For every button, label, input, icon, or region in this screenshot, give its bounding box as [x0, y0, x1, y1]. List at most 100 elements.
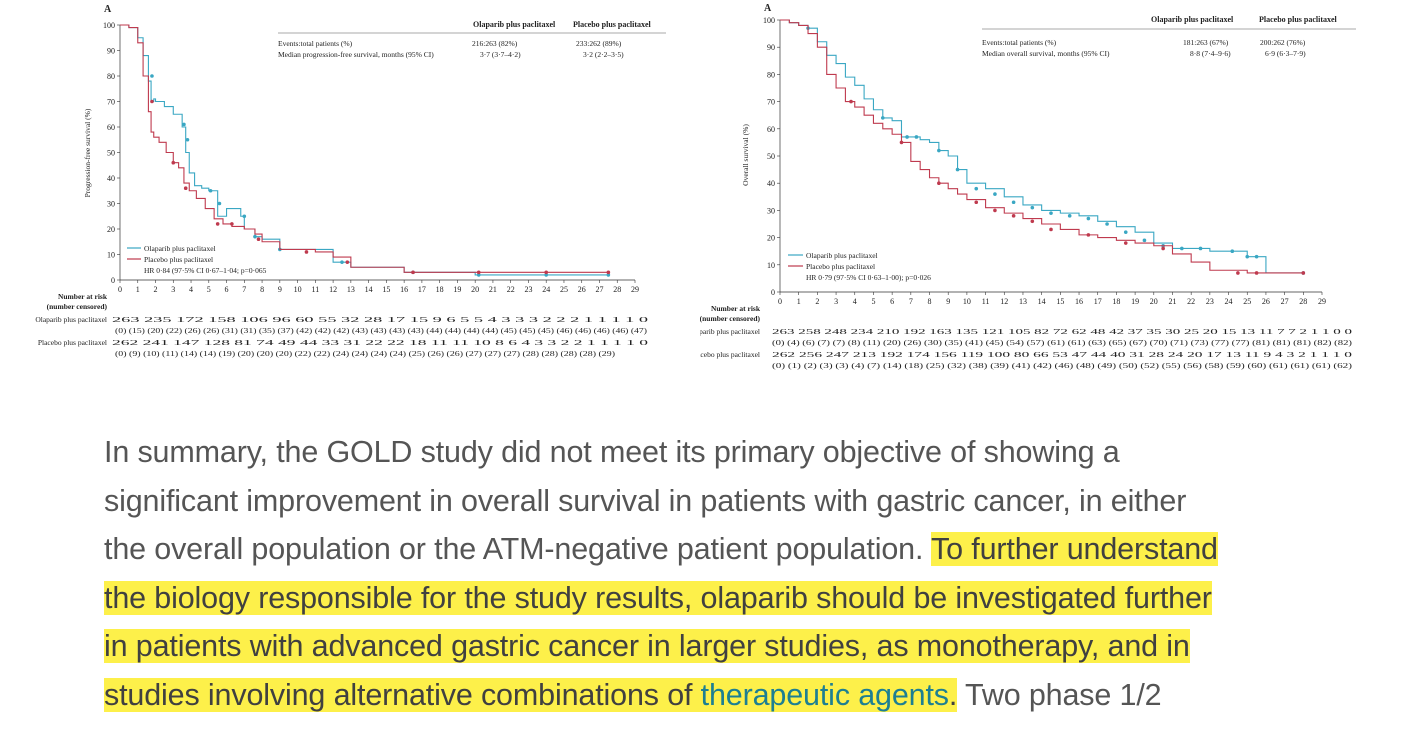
censor-mark [304, 250, 309, 254]
y-tick-label: 0 [771, 288, 775, 297]
x-tick-label: 17 [418, 285, 426, 294]
x-tick-label: 29 [1318, 297, 1326, 306]
x-tick-label: 19 [1131, 297, 1139, 306]
y-tick-label: 40 [107, 174, 115, 183]
os-plot-area: 0 1 2 3 4 5 6 7 8 9 10 11 12 13 14 15 16 17 18 19 20 21 22 23 24… [763, 16, 1326, 306]
censor-mark [606, 273, 611, 277]
censor-mark [242, 214, 247, 219]
risk-row1-values: 263 258 248 234 210 192 163 135 121 105 … [772, 328, 1353, 336]
x-tick-label: 15 [382, 285, 390, 294]
header-row2-col1: 8·8 (7·4–9·6) [1190, 49, 1231, 58]
summary-text-start: In summary, the GOLD study did not meet … [104, 435, 1187, 566]
y-tick-label: 30 [107, 200, 115, 209]
censor-mark [1049, 227, 1053, 232]
x-tick-label: 14 [1038, 297, 1046, 306]
censor-mark [253, 234, 257, 239]
risk-row2-censored: (0) (1) (2) (3) (3) (4) (7) (14) (18) (2… [772, 362, 1353, 370]
pfs-chart-panel: A Progression-free survival (%) Olaparib… [0, 0, 700, 390]
x-tick-label: 15 [1056, 297, 1064, 306]
censor-mark [1030, 219, 1035, 224]
x-tick-label: 9 [278, 285, 282, 294]
censor-mark [974, 186, 979, 191]
legend-placebo: Placebo plus paclitaxel [806, 262, 875, 271]
header-row2-col2: 6·9 (6·3–7·9) [1265, 49, 1306, 58]
risk-row1-censored: (0) (4) (6) (7) (7) (8) (11) (20) (26) (… [772, 339, 1353, 347]
x-tick-label: 5 [871, 297, 875, 306]
censor-mark [1236, 271, 1240, 275]
censor-mark [256, 237, 261, 241]
risk-header-2: (number censored) [47, 302, 108, 311]
x-tick-label: 26 [578, 285, 586, 294]
y-tick-label: 70 [767, 98, 775, 107]
x-tick-label: 2 [815, 297, 819, 306]
censor-mark [1142, 238, 1147, 243]
x-tick-label: 28 [613, 285, 621, 294]
x-tick-label: 27 [1281, 297, 1289, 306]
header-row1-col2: 200:262 (76%) [1260, 38, 1306, 47]
header-col2: Placebo plus paclitaxel [573, 20, 652, 29]
censor-mark [171, 160, 176, 165]
x-tick-label: 1 [797, 297, 801, 306]
censor-mark [899, 140, 904, 145]
header-row1-col1: 216:263 (82%) [472, 39, 518, 48]
x-tick-label: 12 [1000, 297, 1008, 306]
x-tick-label: 25 [1243, 297, 1251, 306]
x-tick-label: 5 [207, 285, 211, 294]
legend-hazard-ratio: HR 0·79 (97·5% CI 0·63–1·00); p=0·026 [806, 273, 931, 282]
censor-mark [217, 201, 222, 206]
censor-mark [340, 260, 344, 264]
x-tick-label: 0 [118, 285, 122, 294]
legend-olaparib: Olaparib plus paclitaxel [144, 244, 216, 253]
legend-hazard-ratio: HR 0·84 (97·5% CI 0·67–1·04; p=0·065 [144, 266, 267, 275]
therapeutic-agents-link[interactable]: therapeutic agents [700, 677, 949, 712]
summary-text-end: Two phase 1/2 [957, 677, 1162, 712]
risk-row2-censored: (0) (9) (10) (11) (14) (14) (19) (20) (2… [115, 350, 616, 358]
y-tick-label: 20 [107, 225, 115, 234]
y-tick-label: 40 [767, 179, 775, 188]
censor-mark [1086, 216, 1091, 221]
y-tick-label: 30 [767, 206, 775, 215]
x-tick-label: 19 [453, 285, 461, 294]
y-tick-label: 10 [767, 261, 775, 270]
x-tick-label: 23 [1206, 297, 1214, 306]
censor-mark [905, 135, 909, 139]
x-tick-label: 8 [260, 285, 264, 294]
y-tick-label: 90 [107, 47, 115, 56]
censor-mark [1086, 233, 1091, 237]
risk-row1-censored: (0) (15) (20) (22) (26) (26) (31) (31) (… [115, 327, 648, 335]
x-tick-label: 29 [631, 285, 639, 294]
y-tick-label: 60 [107, 123, 115, 132]
x-tick-label: 24 [542, 285, 550, 294]
y-axis-label: Progression-free survival (%) [83, 108, 92, 197]
header-row2-label: Median overall survival, months (95% CI) [982, 49, 1110, 58]
x-tick-label: 6 [225, 285, 229, 294]
header-col1: Olaparib plus paclitaxel [473, 20, 556, 29]
x-tick-label: 8 [928, 297, 932, 306]
x-tick-label: 4 [189, 285, 193, 294]
y-tick-label: 20 [767, 234, 775, 243]
legend-olaparib: Olaparib plus paclitaxel [806, 251, 878, 260]
header-row2-label: Median progression-free survival, months… [278, 50, 434, 59]
censor-mark [150, 99, 154, 104]
x-tick-label: 11 [982, 297, 990, 306]
censor-mark [955, 167, 960, 172]
censor-mark [544, 273, 549, 277]
y-tick-label: 90 [767, 43, 775, 52]
censor-mark [993, 192, 997, 196]
header-row2-col2: 3·2 (2·2–3·5) [583, 50, 624, 59]
os-chart-svg: A Overall survival (%) Olaparib plus pac… [688, 3, 1356, 370]
censor-mark [1245, 254, 1250, 259]
censor-mark [1123, 241, 1128, 245]
header-col2: Placebo plus paclitaxel [1259, 15, 1338, 24]
censor-mark [880, 116, 885, 120]
risk-header-1: Number at risk [58, 292, 108, 301]
pfs-plot-area: 0 1 2 3 4 5 6 7 8 9 10 11 12 13 14 15 16 17 18 19 20 21 22 23 24… [103, 21, 639, 294]
risk-row2-label: Placebo plus paclitaxel [700, 350, 760, 359]
x-tick-label: 12 [329, 285, 337, 294]
header-col1: Olaparib plus paclitaxel [1151, 15, 1234, 24]
censor-mark [1123, 230, 1128, 234]
censor-mark [476, 270, 481, 275]
x-tick-label: 7 [242, 285, 246, 294]
x-tick-label: 27 [595, 285, 603, 294]
x-tick-label: 22 [507, 285, 515, 294]
